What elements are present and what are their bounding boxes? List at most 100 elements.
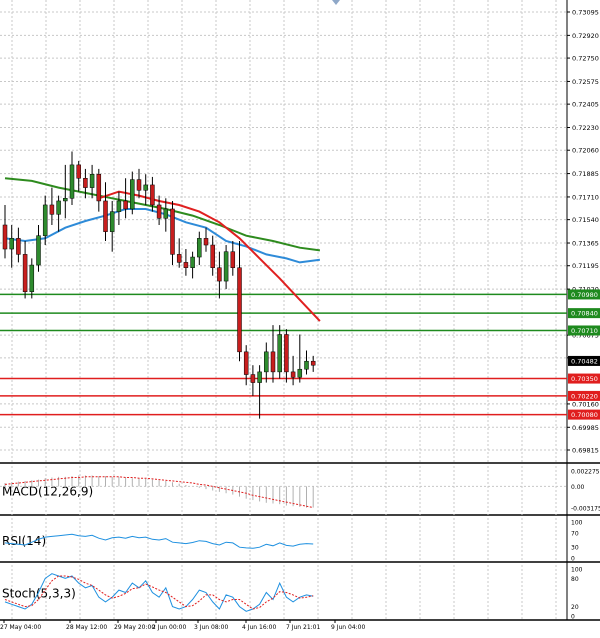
candle-body: [29, 264, 35, 293]
stoch-label: Stoch(5,3,3): [2, 587, 76, 601]
time-tick-label: 27 May 04:00: [0, 624, 41, 631]
support-label-bg: [568, 409, 600, 420]
stoch-tick-label: 80: [571, 576, 579, 583]
candle-body: [170, 208, 175, 255]
time-tick-label: 28 May 12:00: [66, 624, 107, 631]
resistance-label: 0.70980: [571, 291, 598, 299]
price-tick-label: 0.72920: [572, 32, 599, 40]
stoch-tick-label: 100: [571, 567, 583, 574]
candle-body: [69, 164, 75, 199]
candle-body: [156, 204, 162, 219]
price-tick-label: 0.72575: [572, 78, 599, 86]
macd-tick-label: 0.002275: [571, 468, 600, 475]
price-tick-label: 0.72060: [572, 147, 599, 155]
candle-body: [76, 164, 81, 179]
candle-body: [310, 360, 316, 366]
price-tick-label: 0.71540: [572, 216, 599, 224]
candle-body: [136, 179, 142, 191]
candle-body: [210, 244, 215, 268]
candle-body: [9, 238, 14, 250]
candle-body: [103, 200, 108, 232]
candle-body: [163, 208, 169, 219]
price-tick-label: 0.69985: [572, 424, 599, 432]
candle-body: [270, 351, 276, 373]
price-tick-label: 0.71885: [572, 170, 599, 178]
candle-body: [223, 251, 229, 282]
rsi-tick-label: 100: [571, 520, 583, 527]
candle-body: [230, 251, 236, 268]
candle-body: [49, 204, 55, 215]
candle-body: [36, 235, 41, 266]
candle-body: [190, 256, 195, 268]
candle-body: [22, 254, 28, 293]
candle-body: [63, 198, 68, 202]
price-tick-label: 0.72750: [572, 55, 599, 63]
current-price-label: 0.70482: [571, 357, 598, 365]
candle-body: [83, 178, 88, 188]
candle-body: [42, 204, 48, 236]
candle-body: [109, 211, 115, 232]
resistance-label-bg: [568, 308, 600, 319]
support-label: 0.70220: [571, 392, 598, 400]
resistance-label-bg: [568, 325, 600, 336]
time-tick-label: 2 Jun 00:00: [152, 624, 186, 631]
rsi-line: [4, 533, 314, 549]
candle-body: [130, 179, 135, 210]
support-label-bg: [568, 390, 600, 401]
support-label-bg: [568, 373, 600, 384]
macd-label: MACD(12,26,9): [2, 485, 93, 499]
candle-body: [203, 238, 209, 246]
price-tick-label: 0.71365: [572, 240, 599, 248]
resistance-label-bg: [568, 289, 600, 300]
macd-signal-line: [4, 476, 314, 509]
stoch-d-line: [4, 575, 314, 610]
support-label: 0.70350: [571, 375, 598, 383]
time-tick-label: 7 Jun 21:01: [286, 624, 320, 631]
candle-body: [304, 360, 309, 370]
rsi-tick-label: 70: [571, 530, 579, 537]
stoch-tick-label: 20: [571, 604, 579, 611]
support-label: 0.70080: [571, 411, 598, 419]
macd-tick-label: 0.00: [571, 484, 585, 491]
candle-body: [2, 224, 8, 250]
candle-body: [89, 173, 95, 188]
macd-tick-label: -0.003175: [571, 506, 600, 513]
candle-body: [176, 254, 182, 263]
candle-body: [297, 368, 303, 378]
candle-body: [96, 173, 102, 202]
candle-body: [277, 334, 282, 373]
candle-body: [284, 334, 289, 373]
current-price-label-bg: [568, 355, 600, 366]
rsi-label: RSI(14): [2, 534, 46, 548]
resistance-label: 0.70710: [571, 327, 598, 335]
candle-body: [183, 262, 189, 268]
candle-body: [237, 267, 242, 353]
candle-body: [143, 184, 148, 191]
candle-body: [250, 374, 256, 383]
candle-body: [290, 371, 296, 378]
candle-body: [16, 238, 21, 255]
rsi-tick-label: 0: [571, 556, 575, 563]
time-tick-label: 29 May 20:00: [114, 624, 155, 631]
price-tick-label: 0.73095: [572, 9, 599, 17]
candle-body: [116, 200, 122, 212]
candle-body: [217, 267, 222, 282]
candle-body: [197, 238, 202, 258]
candle-body: [264, 351, 269, 373]
candle-body: [123, 200, 128, 210]
price-tick-label: 0.70160: [572, 400, 599, 408]
price-tick-label: 0.69815: [572, 447, 599, 455]
time-tick-label: 3 Jun 08:00: [194, 624, 228, 631]
candle-body: [243, 351, 249, 375]
price-tick-label: 0.72230: [572, 124, 599, 132]
rsi-tick-label: 30: [571, 545, 579, 552]
candle-body: [56, 200, 61, 215]
price-tick-label: 0.71710: [572, 193, 599, 201]
price-tick-label: 0.70675: [572, 332, 599, 340]
candle-body: [150, 184, 155, 206]
price-tick-label: 0.72405: [572, 101, 599, 109]
time-tick-label: 4 Jun 16:00: [242, 624, 276, 631]
stoch-k-line: [4, 573, 314, 612]
